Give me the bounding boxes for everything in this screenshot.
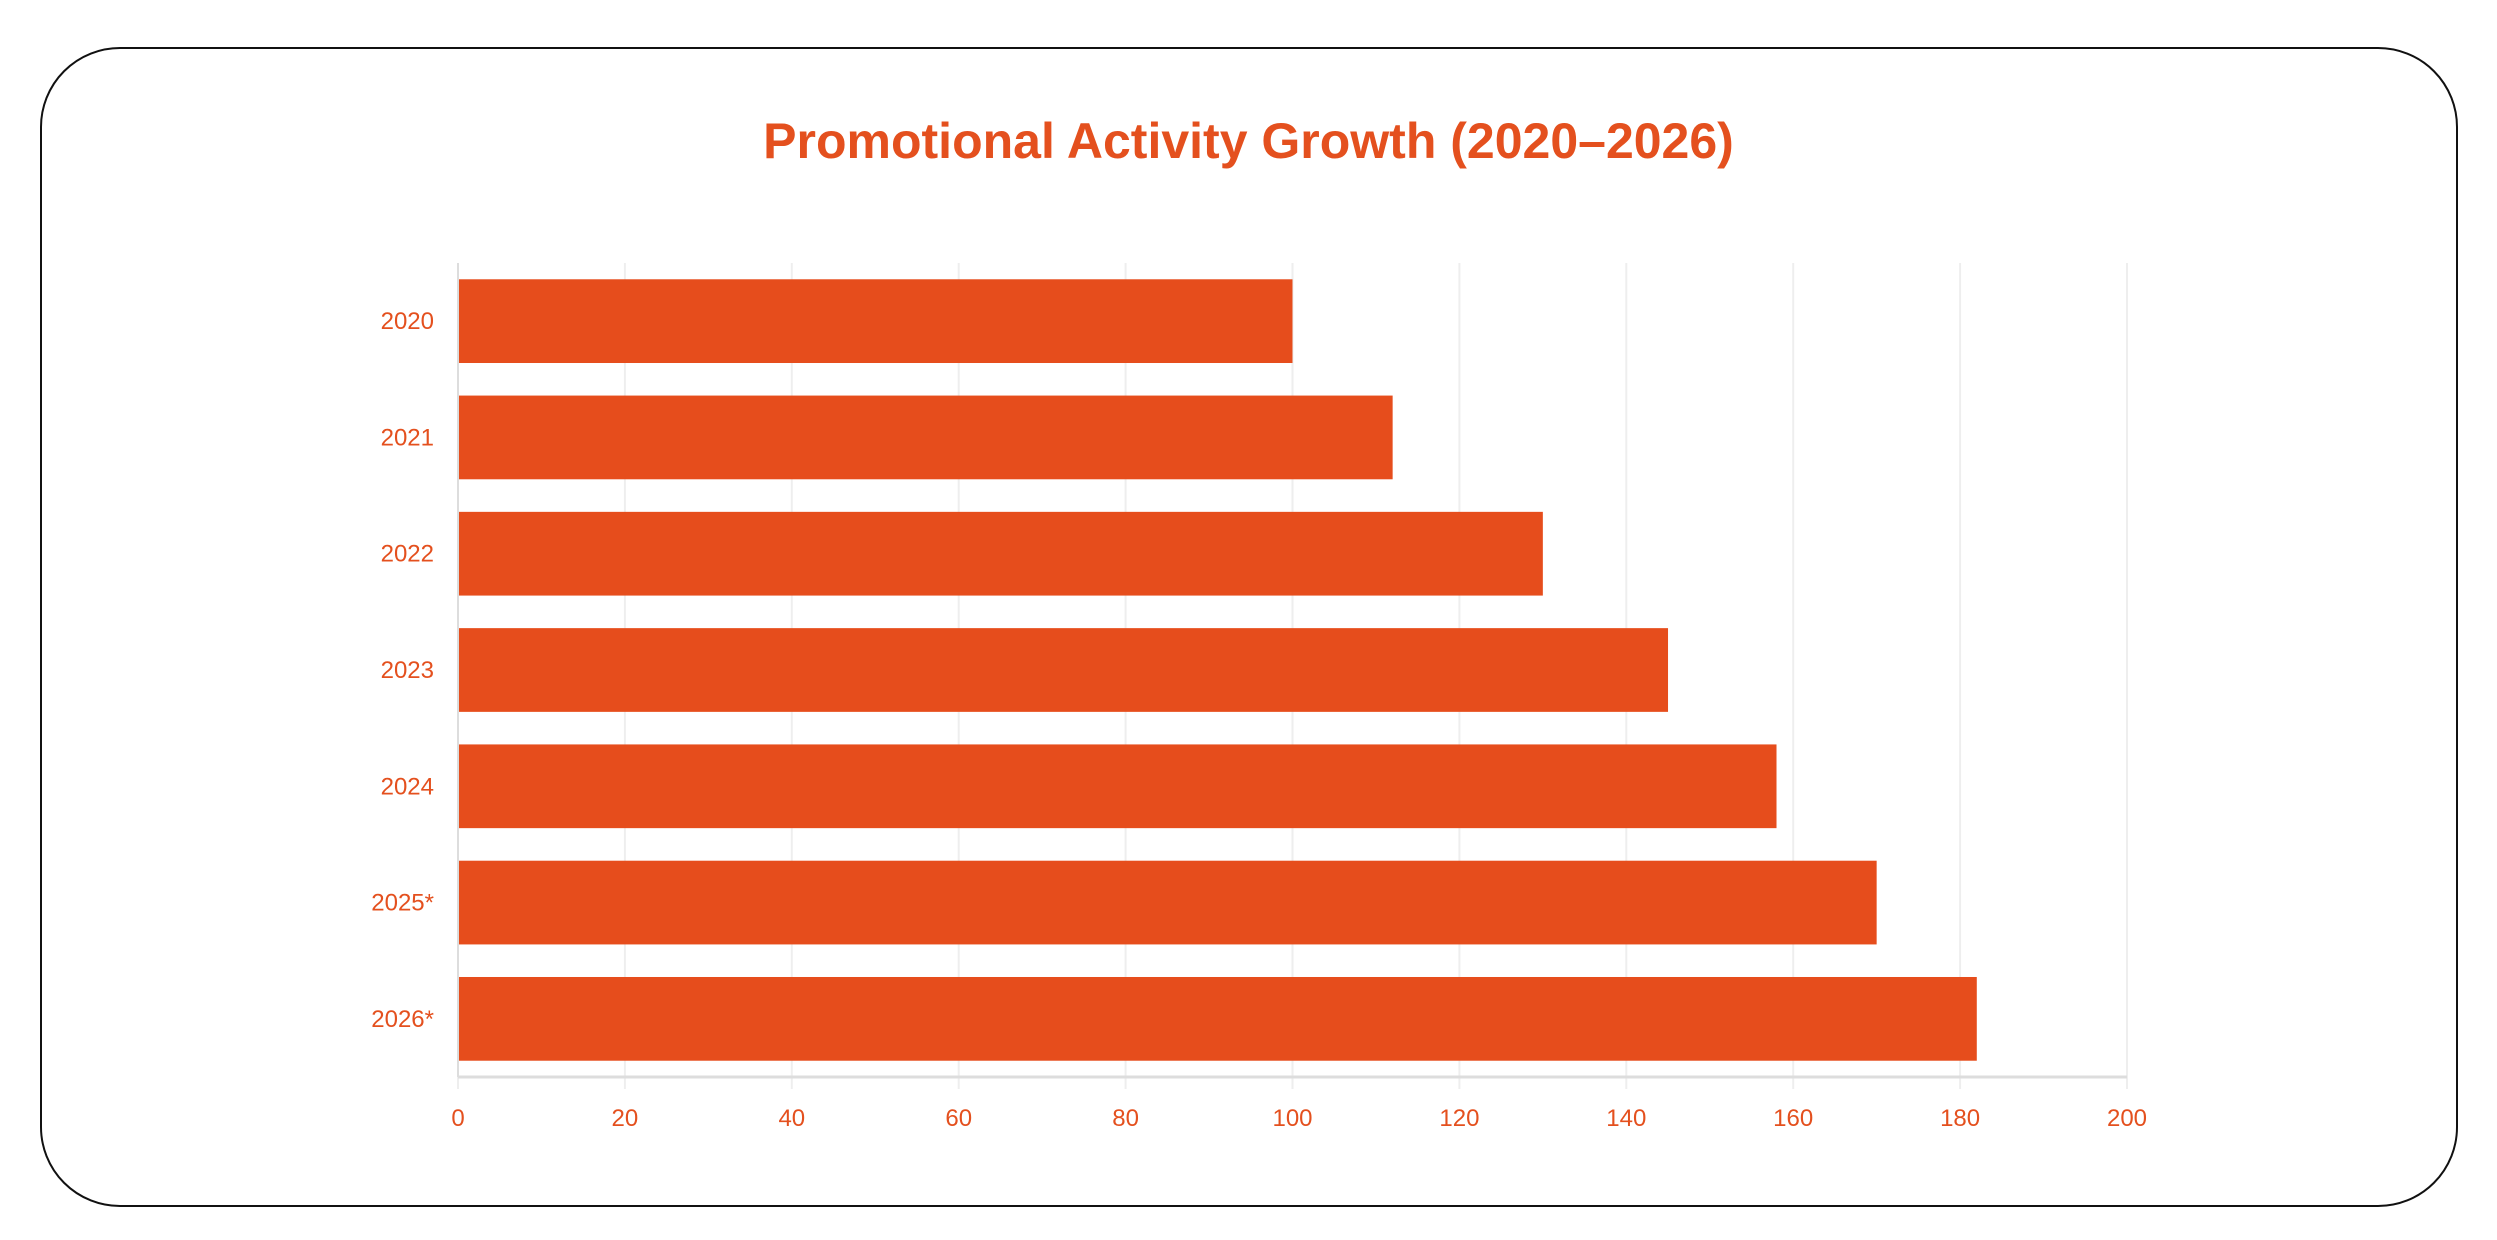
- bar-2024: [459, 744, 1777, 829]
- x-tick-label: 60: [945, 1105, 972, 1132]
- y-tick-label: 2022: [381, 541, 434, 568]
- x-tick-label: 120: [1439, 1105, 1479, 1132]
- bar-2022: [459, 511, 1543, 596]
- x-tick-label: 180: [1940, 1105, 1980, 1132]
- y-tick-label: 2024: [381, 773, 434, 800]
- x-tick-label: 160: [1773, 1105, 1813, 1132]
- y-tick-label: 2025*: [371, 890, 434, 917]
- x-tick-label: 40: [778, 1105, 805, 1132]
- bar-2026-projected: [459, 976, 1977, 1061]
- bar-2023: [459, 628, 1669, 712]
- x-tick-label: 20: [612, 1105, 639, 1132]
- chart-title: Promotional Activity Growth (2020–2026): [763, 113, 1734, 169]
- y-tick-label: 2021: [381, 424, 434, 451]
- x-tick-label: 100: [1272, 1105, 1312, 1132]
- y-tick-label: 2020: [381, 308, 434, 335]
- x-tick-label: 80: [1112, 1105, 1139, 1132]
- y-tick-label: 2026*: [371, 1006, 434, 1033]
- bar-2025-projected: [459, 860, 1877, 945]
- bar-2021: [459, 395, 1393, 480]
- x-tick-label: 140: [1606, 1105, 1646, 1132]
- x-tick-label: 0: [451, 1105, 464, 1132]
- bar-2020: [459, 279, 1293, 364]
- x-tick-label: 200: [2107, 1105, 2147, 1132]
- y-tick-label: 2023: [381, 657, 434, 684]
